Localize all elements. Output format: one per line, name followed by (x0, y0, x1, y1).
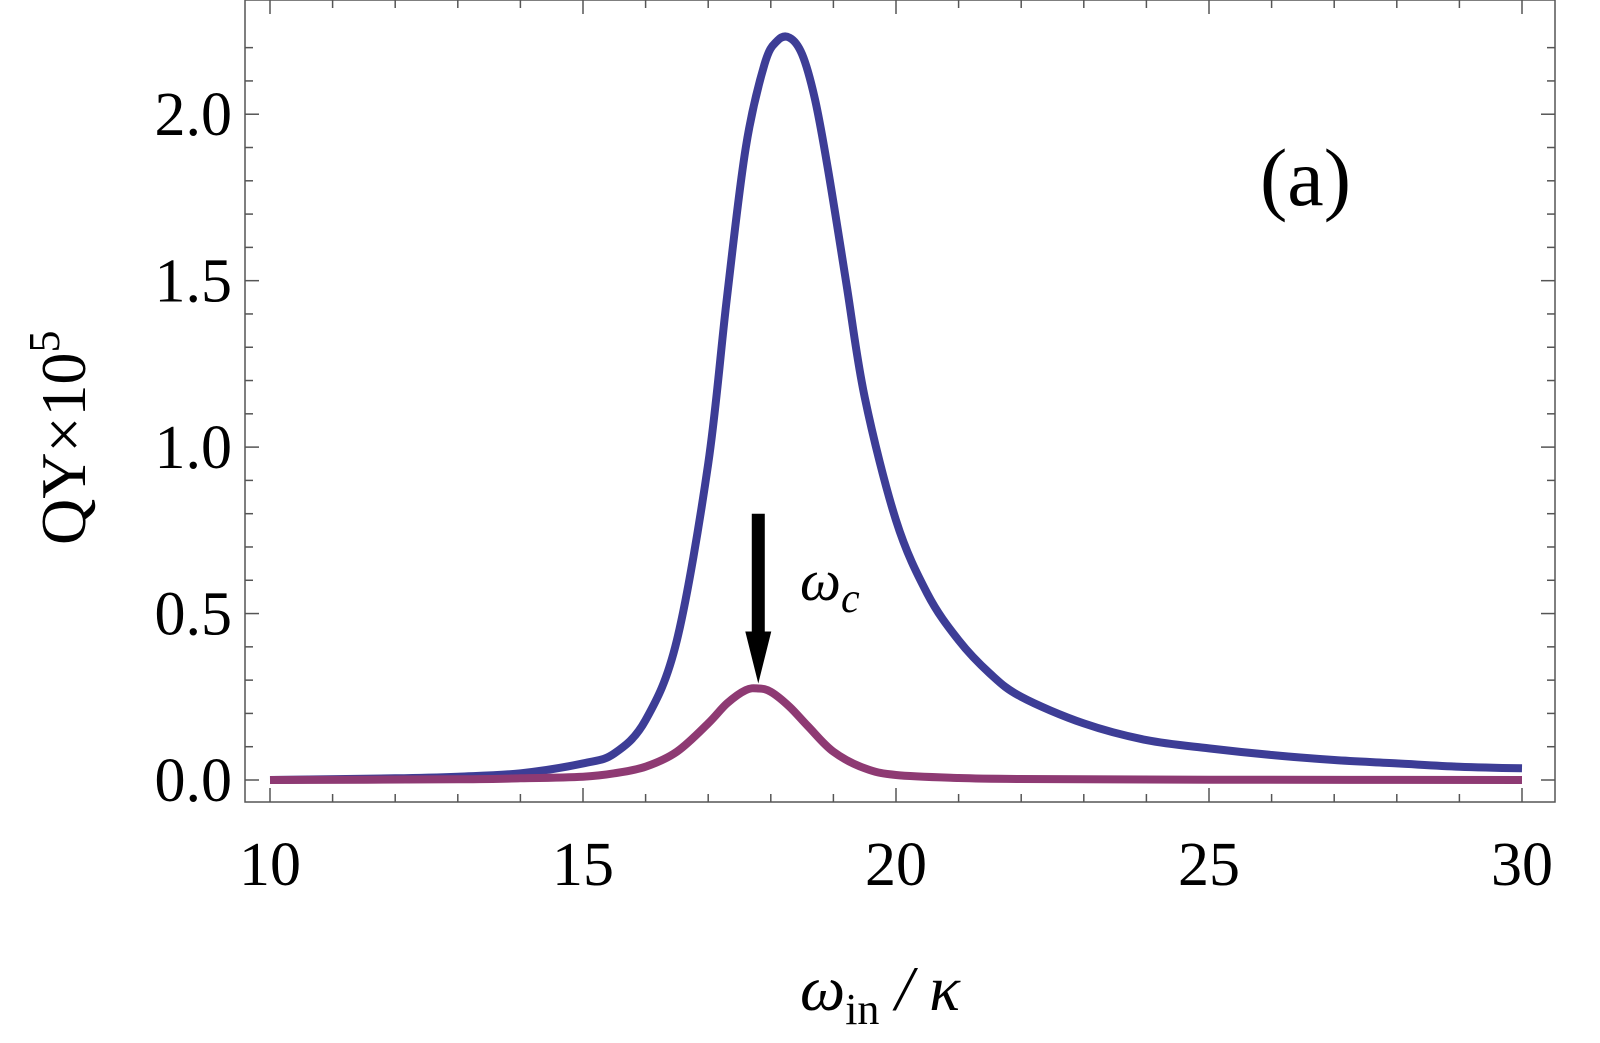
y-tick-label: 1.0 (155, 414, 233, 482)
x-axis-rest: / κ (879, 953, 961, 1024)
y-axis-sup: 5 (20, 330, 69, 352)
y-tick-label: 0.0 (155, 747, 233, 815)
arrow-head (745, 631, 772, 684)
annotation-omega: ω (800, 548, 841, 613)
annotation-arrow (745, 513, 772, 684)
x-tick-label: 10 (239, 831, 301, 899)
x-axis-omega: ω (800, 953, 845, 1024)
panel-label: (a) (1260, 132, 1351, 223)
series-lines (269, 32, 1523, 784)
y-axis-title: QY×105 (20, 330, 99, 545)
y-axis-main: QY×10 (28, 352, 99, 545)
y-tick-label: 2.0 (155, 81, 233, 149)
series-line-2 (269, 684, 1523, 784)
series-line-1 (269, 32, 1523, 784)
annotation-sub: c (841, 576, 860, 622)
x-tick-label: 20 (865, 831, 927, 899)
plot-frame (244, 0, 1556, 803)
y-tick-label: 1.5 (155, 248, 233, 316)
axis-ticks: 10 15 20 25 30 0.0 0.5 1.0 1.5 2.0 (155, 0, 1555, 899)
x-axis-sub: in (845, 985, 879, 1034)
annotation-label: ωc (800, 548, 860, 622)
x-axis-title: ωin / κ (800, 953, 961, 1034)
y-tick-label: 0.5 (155, 581, 233, 649)
x-tick-label: 25 (1178, 831, 1240, 899)
x-tick-label: 30 (1491, 831, 1553, 899)
x-tick-label: 15 (552, 831, 614, 899)
